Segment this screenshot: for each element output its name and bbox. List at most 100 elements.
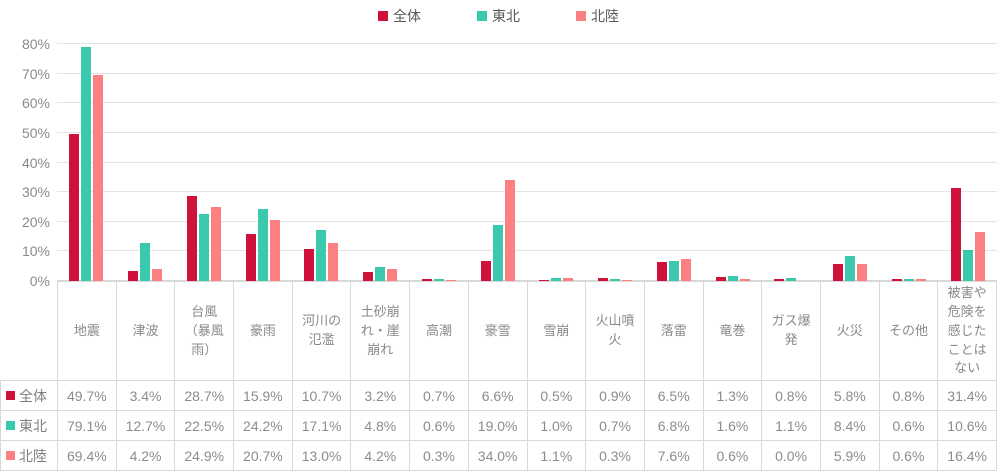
bar-全体	[598, 278, 609, 281]
value-cell: 10.6%	[937, 410, 997, 442]
chart-legend: 全体 東北 北陸	[0, 6, 997, 26]
value-cell: 0.6%	[702, 440, 763, 471]
bar-group-7	[410, 44, 469, 281]
bar-全体	[128, 270, 139, 281]
bar-東北	[198, 214, 209, 281]
value-cell: 19.0%	[467, 410, 528, 442]
category-header: 豪雨	[233, 280, 293, 382]
y-tick-label: 70%	[21, 65, 50, 82]
y-tick-label: 80%	[21, 36, 50, 52]
value-cell: 49.7%	[57, 380, 117, 412]
value-cell: 31.4%	[937, 380, 997, 412]
value-cell: 6.6%	[467, 380, 528, 412]
value-cell: 20.7%	[233, 440, 293, 471]
bar-group-4	[233, 44, 292, 281]
bar-北陸	[269, 219, 280, 281]
bar-group-14	[821, 44, 880, 281]
value-cell: 6.8%	[643, 410, 704, 442]
series-row-label-inner: 全体	[6, 386, 57, 406]
bar-全体	[891, 278, 902, 281]
bar-東北	[903, 279, 914, 281]
value-cell: 0.7%	[409, 380, 469, 412]
bar-東北	[316, 230, 327, 281]
category-header: 豪雪	[467, 280, 528, 382]
bar-東北	[845, 256, 856, 281]
value-cell: 1.0%	[526, 410, 587, 442]
value-cell: 0.9%	[585, 380, 645, 412]
bar-group-6	[351, 44, 410, 281]
bar-東北	[140, 243, 151, 281]
category-header: ガス爆発	[761, 280, 821, 382]
bar-東北	[551, 278, 562, 281]
series-row-label: 東北	[0, 410, 58, 442]
bar-東北	[257, 209, 268, 281]
category-header: 被害や危険を感じたことはない	[937, 280, 997, 382]
data-table-wrap: 地震 津波 台風（暴風雨） 豪雨 河川の氾濫 土砂崩れ・崖崩れ 高潮 豪雪 雪崩 火山噴火 落雷 竜巻…	[0, 280, 997, 471]
category-header: 落雷	[643, 280, 704, 382]
series-name: 全体	[19, 387, 47, 404]
series-row-label: 北陸	[0, 440, 58, 471]
y-tick-label: 60%	[21, 95, 50, 112]
value-cell: 24.9%	[174, 440, 235, 471]
category-header: 竜巻	[702, 280, 763, 382]
value-cell: 7.6%	[643, 440, 704, 471]
value-cell: 0.6%	[409, 410, 469, 442]
bar-group-8	[468, 44, 527, 281]
gridline	[57, 102, 997, 104]
y-tick-label: 20%	[21, 213, 50, 230]
legend-swatch-icon	[378, 11, 388, 21]
value-cell: 13.0%	[291, 440, 352, 471]
value-cell: 69.4%	[57, 440, 117, 471]
bar-group-16	[938, 44, 997, 281]
bar-北陸	[504, 180, 515, 281]
y-tick-label: 10%	[21, 243, 50, 260]
table-row-北陸: 北陸 69.4% 4.2% 24.9% 20.7% 13.0% 4.2% 0.3% 34.0% 1…	[0, 440, 997, 471]
bar-全体	[245, 233, 256, 281]
category-header: 地震	[57, 280, 117, 382]
value-cell: 1.1%	[526, 440, 587, 471]
value-cell: 17.1%	[291, 410, 352, 442]
bar-group-1	[57, 44, 116, 281]
bar-東北	[492, 224, 503, 281]
bar-group-2	[116, 44, 175, 281]
data-table: 地震 津波 台風（暴風雨） 豪雨 河川の氾濫 土砂崩れ・崖崩れ 高潮 豪雪 雪崩 火山噴火 落雷 竜巻…	[0, 280, 997, 471]
category-header: 雪崩	[526, 280, 587, 382]
bar-全体	[656, 261, 667, 281]
bar-北陸	[387, 268, 398, 281]
bar-group-15	[880, 44, 939, 281]
gridline	[57, 220, 997, 222]
bar-group-11	[645, 44, 704, 281]
series-name: 北陸	[19, 447, 47, 464]
legend-item-東北: 東北	[477, 6, 520, 26]
gridline	[57, 131, 997, 133]
plot-area	[57, 43, 997, 281]
bar-北陸	[622, 280, 633, 281]
value-cell: 0.8%	[878, 380, 939, 412]
bar-全体	[833, 263, 844, 281]
category-header: 火災	[819, 280, 880, 382]
value-cell: 1.6%	[702, 410, 763, 442]
value-cell: 5.8%	[819, 380, 880, 412]
value-cell: 79.1%	[57, 410, 117, 442]
value-cell: 0.3%	[409, 440, 469, 471]
bar-北陸	[210, 207, 221, 281]
category-header: 高潮	[409, 280, 469, 382]
value-cell: 0.3%	[585, 440, 645, 471]
bar-全体	[774, 278, 785, 281]
bar-東北	[433, 279, 444, 281]
value-cell: 34.0%	[467, 440, 528, 471]
table-body: 地震 津波 台風（暴風雨） 豪雨 河川の氾濫 土砂崩れ・崖崩れ 高潮 豪雪 雪崩 火山噴火 落雷 竜巻…	[0, 280, 997, 471]
value-cell: 10.7%	[291, 380, 352, 412]
bar-group-3	[175, 44, 234, 281]
value-cell: 1.3%	[702, 380, 763, 412]
gridline	[57, 161, 997, 163]
bar-group-13	[762, 44, 821, 281]
bar-group-5	[292, 44, 351, 281]
value-cell: 4.2%	[350, 440, 411, 471]
bar-全体	[304, 249, 315, 281]
value-cell: 5.9%	[819, 440, 880, 471]
table-corner-cell	[1, 282, 58, 381]
y-tick-label: 40%	[21, 154, 50, 171]
y-tick-label: 50%	[21, 124, 50, 141]
